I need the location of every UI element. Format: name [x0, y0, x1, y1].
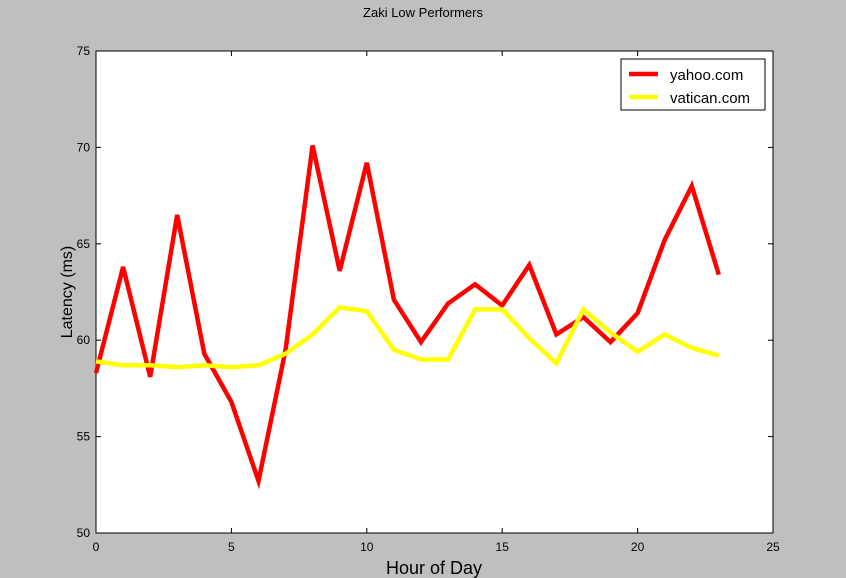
y-tick-label: 55 — [77, 430, 91, 444]
legend-label-vatican: vatican.com — [670, 90, 750, 107]
x-tick-label: 20 — [631, 540, 645, 554]
y-axis-label: Latency (ms) — [59, 246, 76, 338]
series-lines — [93, 145, 721, 490]
y-tick-label: 60 — [77, 333, 91, 347]
plot-background — [95, 50, 774, 534]
y-tick-label: 75 — [77, 44, 91, 58]
x-axis-label: Hour of Day — [386, 558, 482, 578]
x-tick-label: 25 — [766, 540, 780, 554]
legend-box — [620, 58, 766, 111]
y-tick-label: 50 — [77, 526, 91, 540]
y-tick-label: 70 — [77, 140, 91, 154]
chart-title: Zaki Low Performers — [363, 5, 483, 20]
x-tick-label: 5 — [228, 540, 235, 554]
legend: yahoo.com vatican.com — [620, 58, 766, 111]
x-tick-label: 15 — [496, 540, 510, 554]
y-tick-label: 65 — [77, 237, 91, 251]
x-tick-label: 10 — [360, 540, 374, 554]
x-tick-label: 0 — [93, 540, 100, 554]
series-line-vatican — [95, 305, 720, 370]
legend-label-yahoo: yahoo.com — [670, 67, 743, 84]
axis-ticks: 0 5 10 15 20 25 50 55 60 65 70 75 — [77, 44, 780, 554]
